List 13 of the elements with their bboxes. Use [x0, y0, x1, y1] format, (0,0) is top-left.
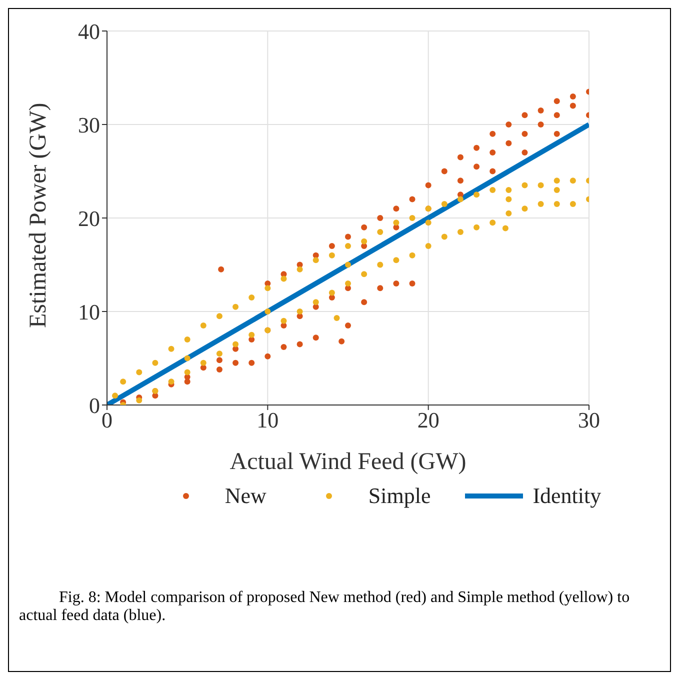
legend-label: Simple — [368, 483, 431, 509]
x-tick-label: 20 — [417, 408, 440, 433]
x-tick-label: 30 — [578, 408, 600, 433]
y-tick-label: 10 — [78, 299, 100, 324]
legend-label: Identity — [532, 483, 602, 509]
x-tick-label: 10 — [256, 408, 279, 433]
y-tick-label: 20 — [78, 206, 100, 231]
y-tick-label: 30 — [78, 112, 100, 138]
x-axis-title: Actual Wind Feed (GW) — [230, 449, 466, 475]
y-axis-title: Estimated Power (GW) — [26, 102, 52, 328]
legend-label: New — [224, 483, 266, 509]
caption: Fig. 8: Model comparison of proposed New method (red) and Simple method (yellow) to actual feed data (blue). — [19, 589, 631, 625]
y-tick-label: 40 — [78, 18, 100, 44]
